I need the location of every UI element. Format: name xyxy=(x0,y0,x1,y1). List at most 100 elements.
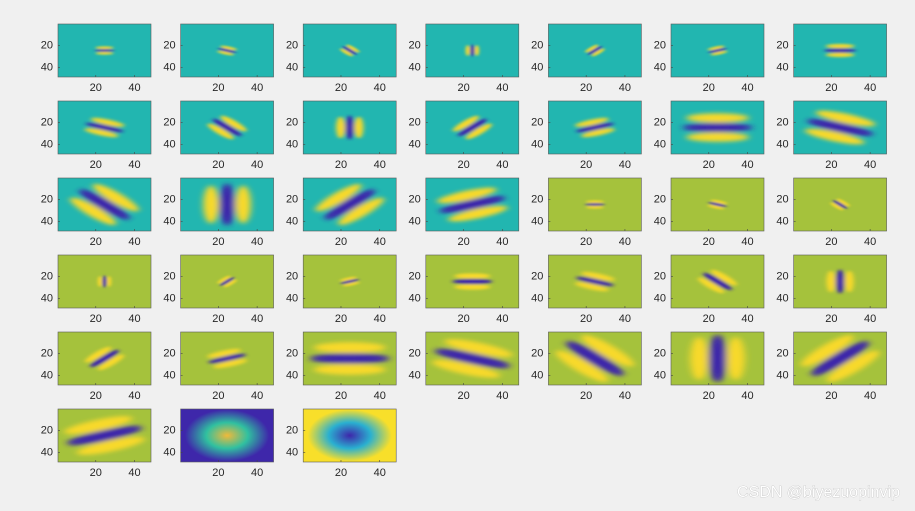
image xyxy=(58,178,151,231)
flank-lobe xyxy=(707,204,725,210)
gabor-kernel xyxy=(804,110,876,145)
x-tick-label: 40 xyxy=(864,236,876,248)
image xyxy=(303,409,397,462)
image xyxy=(671,178,764,231)
x-tick-label: 20 xyxy=(335,159,347,171)
axes-box xyxy=(180,408,274,463)
flank-lobe xyxy=(465,45,470,56)
gabor-kernel xyxy=(217,45,238,56)
center-lobe xyxy=(90,349,119,368)
center-lobe xyxy=(66,425,143,446)
image xyxy=(425,178,519,231)
axes-box xyxy=(302,23,397,78)
flank-lobe xyxy=(574,117,609,127)
axes-box xyxy=(180,254,274,309)
center-lobe xyxy=(217,48,237,53)
y-tick-label: 20 xyxy=(163,270,175,282)
axes-box xyxy=(180,100,274,155)
x-tick-label: 40 xyxy=(496,390,508,402)
x-tick-label: 20 xyxy=(580,159,592,171)
subplot: 20 40 20 40 xyxy=(409,254,520,325)
axes-box xyxy=(57,254,152,309)
y-tick-label: 40 xyxy=(41,139,53,151)
flank-lobe xyxy=(220,45,238,51)
y-tick-label: 40 xyxy=(409,370,421,382)
blob xyxy=(307,409,392,462)
flank-lobe xyxy=(437,187,497,204)
x-tick-label: 40 xyxy=(374,390,386,402)
center-lobe xyxy=(470,44,475,57)
y-tick-label: 20 xyxy=(654,193,666,205)
y-tick-label: 40 xyxy=(654,216,666,228)
axes-box xyxy=(425,254,520,309)
image xyxy=(180,409,274,462)
image xyxy=(303,101,397,154)
x-tick-label: 20 xyxy=(335,390,347,402)
y-tick-label: 40 xyxy=(654,293,666,305)
x-tick-label: 40 xyxy=(864,82,876,94)
flank-lobe xyxy=(804,128,865,145)
image xyxy=(548,332,642,385)
flank-lobe xyxy=(203,185,219,224)
flank-lobe xyxy=(70,197,117,226)
center-lobe xyxy=(708,334,727,383)
gabor-kernel xyxy=(824,43,857,58)
gabor-kernel xyxy=(97,275,112,288)
x-tick-label: 40 xyxy=(864,313,876,325)
y-tick-label: 20 xyxy=(654,39,666,51)
subplot: 20 40 20 40 xyxy=(286,254,397,325)
flank-lobe xyxy=(213,359,248,369)
axes-box xyxy=(548,23,642,78)
gabor-kernel xyxy=(94,46,115,55)
flank-lobe xyxy=(64,416,133,435)
subplot: 20 40 20 40 xyxy=(163,408,274,479)
y-tick-label: 20 xyxy=(41,193,53,205)
x-tick-label: 40 xyxy=(496,236,508,248)
flank-lobe xyxy=(581,334,635,367)
x-tick-label: 40 xyxy=(741,82,753,94)
flank-lobe xyxy=(710,50,728,56)
image xyxy=(180,255,274,308)
flank-lobe xyxy=(574,282,609,292)
y-tick-label: 40 xyxy=(41,370,53,382)
center-lobe xyxy=(708,202,727,207)
gabor-kernel xyxy=(452,115,492,140)
center-lobe xyxy=(576,122,614,133)
x-tick-label: 20 xyxy=(212,467,224,479)
axes-box xyxy=(548,331,642,386)
subplot: 20 40 20 40 xyxy=(654,23,765,94)
axes-box xyxy=(793,100,887,155)
flank-lobe xyxy=(95,51,114,55)
y-tick-label: 40 xyxy=(776,370,788,382)
flank-lobe xyxy=(315,183,362,212)
x-tick-label: 20 xyxy=(90,467,102,479)
image xyxy=(303,178,397,231)
gabor-kernel xyxy=(707,199,728,210)
flank-lobe xyxy=(830,202,844,211)
y-tick-label: 20 xyxy=(531,347,543,359)
y-tick-label: 40 xyxy=(41,62,53,74)
flank-lobe xyxy=(339,276,357,282)
y-tick-label: 20 xyxy=(654,347,666,359)
y-tick-label: 20 xyxy=(531,270,543,282)
image xyxy=(58,24,151,77)
center-lobe xyxy=(835,269,845,294)
flank-lobe xyxy=(454,273,491,279)
flank-lobe xyxy=(452,115,479,132)
flank-lobe xyxy=(707,45,725,51)
y-tick-label: 20 xyxy=(163,424,175,436)
axes-box xyxy=(302,177,397,232)
flank-lobe xyxy=(95,46,114,50)
center-lobe xyxy=(324,189,376,220)
axes-box xyxy=(425,177,520,232)
center-lobe xyxy=(219,277,235,286)
subplot: 20 40 20 40 xyxy=(531,23,642,94)
x-tick-label: 40 xyxy=(251,313,263,325)
flank-lobe xyxy=(106,276,112,287)
x-tick-label: 20 xyxy=(212,82,224,94)
y-tick-label: 20 xyxy=(531,116,543,128)
flank-lobe xyxy=(826,350,880,383)
x-tick-label: 40 xyxy=(619,236,631,248)
flank-lobe xyxy=(339,48,353,57)
